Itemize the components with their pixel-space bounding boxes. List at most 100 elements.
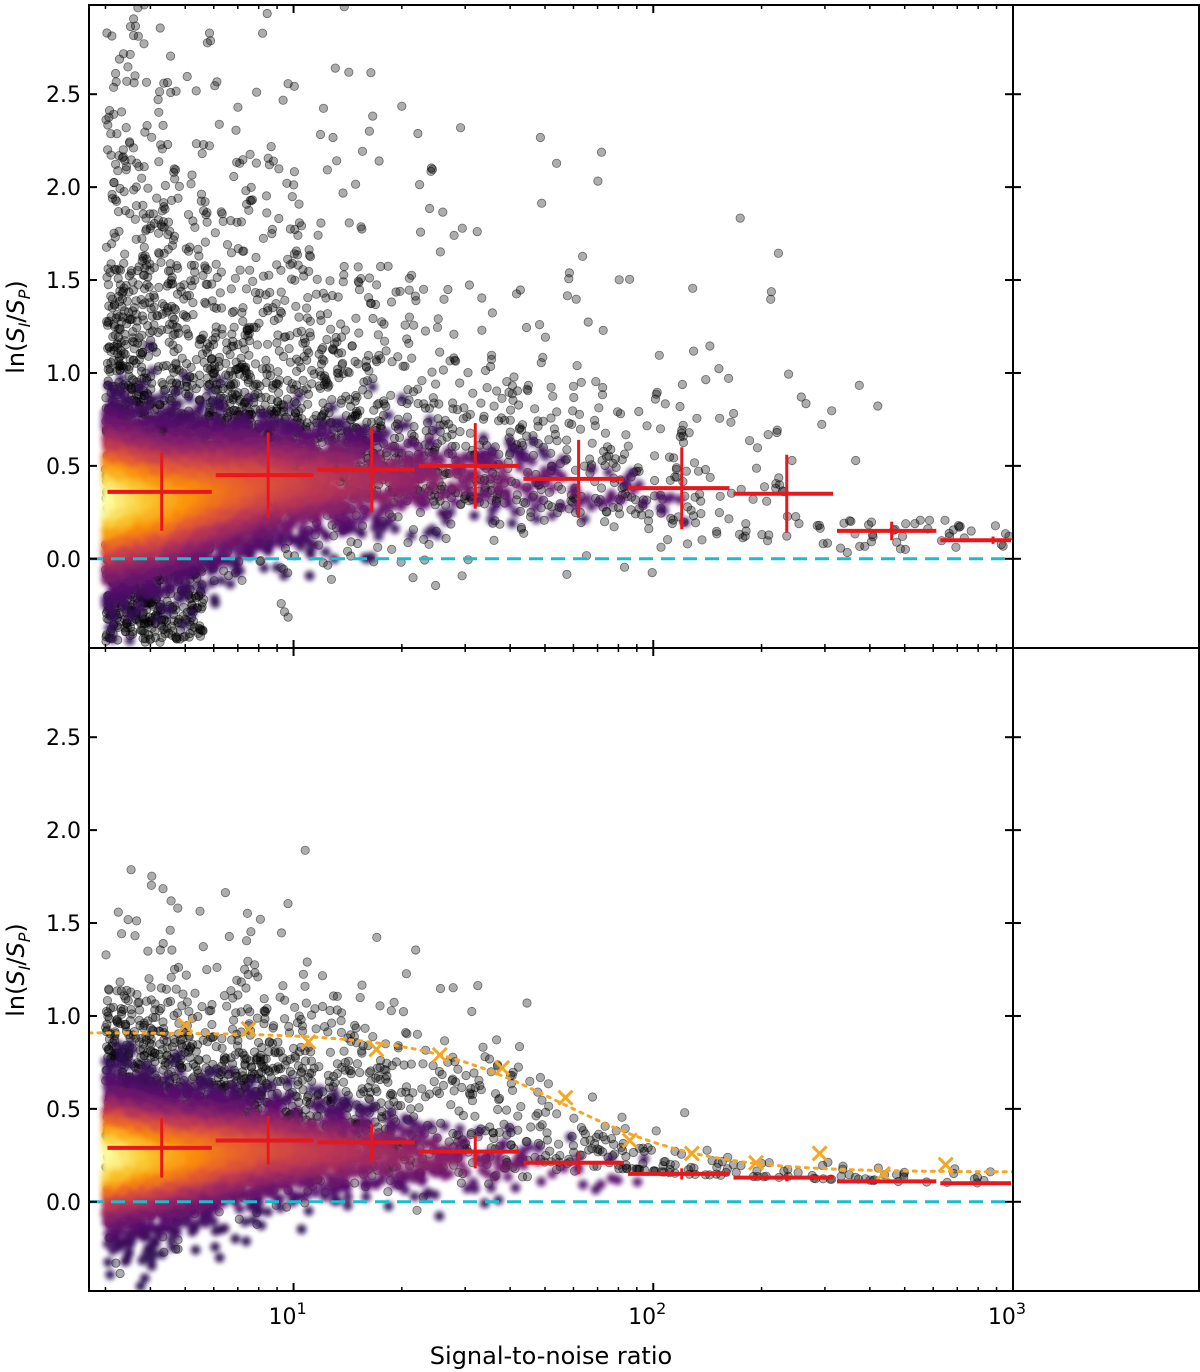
scatter-point bbox=[427, 367, 437, 377]
scatter-point bbox=[328, 344, 338, 355]
density-point bbox=[225, 579, 236, 590]
scatter-point bbox=[594, 403, 604, 413]
scatter-point bbox=[106, 259, 116, 269]
scatter-point bbox=[125, 22, 136, 32]
scatter-point bbox=[137, 330, 147, 340]
scatter-point bbox=[274, 164, 284, 174]
scatter-point bbox=[120, 249, 130, 259]
scatter-point bbox=[356, 222, 366, 232]
scatter-point bbox=[762, 496, 772, 506]
scatter-point bbox=[355, 406, 365, 416]
density-point bbox=[507, 443, 517, 454]
scatter-point bbox=[315, 383, 325, 393]
scatter-point bbox=[226, 284, 236, 294]
scatter-point bbox=[624, 274, 635, 284]
scatter-point bbox=[283, 254, 293, 264]
scatter-point bbox=[178, 611, 188, 621]
scatter-point bbox=[181, 244, 191, 254]
scatter-point bbox=[418, 284, 429, 294]
scatter-point bbox=[318, 558, 328, 568]
scatter-point bbox=[289, 167, 299, 177]
scatter-point bbox=[133, 31, 143, 41]
scatter-point bbox=[374, 156, 384, 166]
scatter-point bbox=[290, 275, 300, 285]
scatter-point bbox=[397, 101, 407, 111]
scatter-point bbox=[187, 280, 197, 291]
scatter-point bbox=[692, 413, 702, 423]
scatter-point bbox=[619, 562, 630, 572]
scatter-point bbox=[204, 141, 214, 151]
scatter-point bbox=[109, 82, 119, 93]
scatter-point bbox=[835, 543, 846, 553]
scatter-point bbox=[248, 276, 258, 286]
scatter-point bbox=[606, 444, 616, 455]
scatter-point bbox=[103, 320, 113, 330]
scatter-point bbox=[458, 414, 468, 424]
scatter-point bbox=[101, 242, 112, 252]
scatter-point bbox=[351, 313, 361, 323]
scatter-point bbox=[568, 381, 579, 391]
scatter-point bbox=[111, 159, 121, 169]
scatter-point bbox=[477, 325, 487, 335]
scatter-point bbox=[322, 334, 332, 345]
scatter-point bbox=[430, 379, 441, 389]
scatter-point bbox=[227, 329, 237, 339]
scatter-point bbox=[269, 315, 279, 326]
scatter-point bbox=[364, 273, 375, 283]
scatter-point bbox=[258, 233, 268, 243]
scatter-point bbox=[221, 358, 231, 368]
scatter-point bbox=[486, 350, 497, 360]
scatter-point bbox=[472, 227, 482, 237]
scatter-point bbox=[121, 165, 131, 175]
scatter-point bbox=[322, 378, 333, 388]
scatter-point bbox=[157, 325, 167, 335]
scatter-point bbox=[285, 224, 295, 234]
scatter-point bbox=[417, 375, 427, 386]
scatter-point bbox=[366, 68, 376, 78]
scatter-point bbox=[863, 520, 874, 530]
scatter-point bbox=[623, 441, 633, 451]
scatter-point bbox=[182, 71, 192, 82]
scatter-point bbox=[354, 285, 365, 295]
scatter-point bbox=[200, 297, 210, 307]
scatter-point bbox=[404, 285, 414, 295]
scatter-point bbox=[284, 343, 294, 354]
scatter-point bbox=[154, 157, 164, 167]
scatter-point bbox=[174, 181, 184, 191]
scatter-point bbox=[304, 245, 314, 255]
scatter-point bbox=[897, 531, 908, 542]
scatter-point bbox=[655, 424, 666, 434]
scatter-point bbox=[262, 208, 272, 218]
scatter-point bbox=[773, 248, 784, 258]
scatter-point bbox=[464, 280, 474, 290]
scatter-point bbox=[726, 417, 736, 427]
scatter-point bbox=[230, 273, 240, 283]
scatter-point bbox=[216, 207, 226, 217]
scatter-point bbox=[201, 279, 211, 289]
scatter-point bbox=[165, 259, 175, 269]
scatter-point bbox=[701, 374, 711, 385]
scatter-point bbox=[167, 272, 177, 282]
scatter-point bbox=[763, 429, 773, 440]
scatter-point bbox=[400, 361, 410, 371]
scatter-point bbox=[226, 248, 237, 258]
scatter-point bbox=[184, 331, 194, 341]
scatter-point bbox=[614, 275, 624, 285]
scatter-point bbox=[109, 178, 119, 188]
scatter-point bbox=[690, 492, 700, 502]
scatter-point bbox=[128, 277, 138, 287]
scatter-point bbox=[207, 296, 217, 306]
scatter-point bbox=[766, 294, 776, 304]
scatter-point bbox=[276, 308, 287, 318]
scatter-point bbox=[154, 282, 164, 292]
density-point bbox=[449, 497, 460, 508]
scatter-point bbox=[764, 530, 774, 540]
scatter-point bbox=[309, 369, 319, 379]
scatter-point bbox=[186, 179, 196, 189]
scatter-point bbox=[154, 249, 164, 259]
scatter-point bbox=[106, 291, 116, 301]
scatter-point bbox=[741, 519, 751, 529]
scatter-point bbox=[200, 197, 210, 207]
scatter-point bbox=[379, 336, 390, 346]
scatter-point bbox=[147, 378, 157, 388]
